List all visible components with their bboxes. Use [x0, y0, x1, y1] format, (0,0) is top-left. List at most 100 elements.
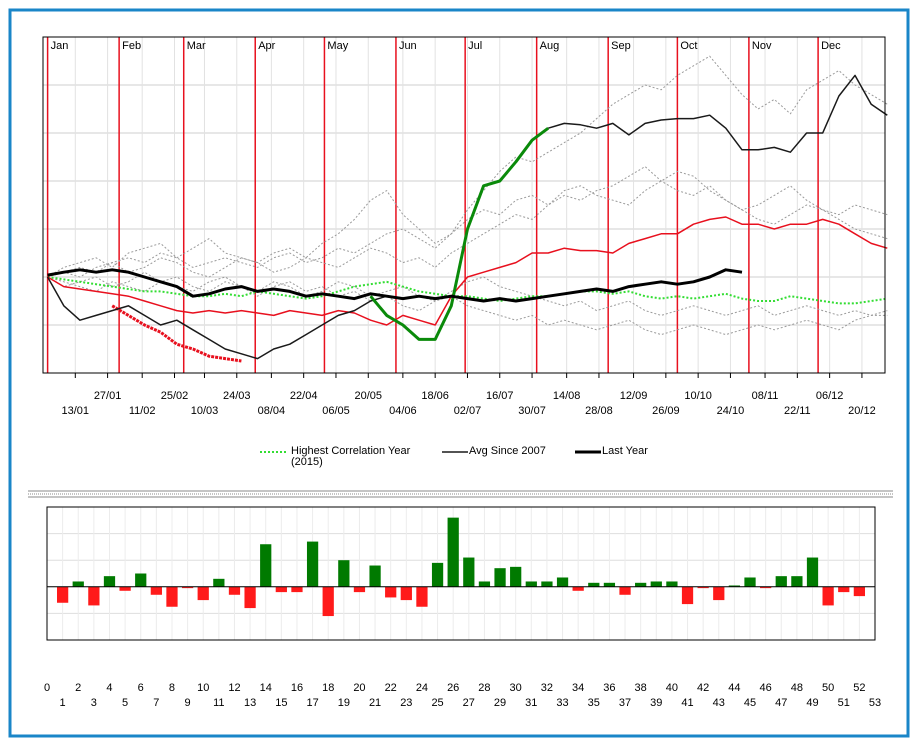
x-tick-label: 38 [635, 682, 647, 694]
x-tick-label: 47 [775, 697, 787, 709]
bar [72, 581, 84, 587]
bar [822, 586, 834, 606]
x-tick-label: 11 [213, 697, 224, 709]
bar [213, 578, 225, 587]
bar [681, 586, 694, 605]
bar [588, 582, 600, 587]
x-tick-label: 9 [185, 697, 191, 709]
x-tick-label: 29 [494, 697, 506, 709]
bar [728, 585, 741, 587]
bar [697, 586, 709, 589]
x-tick-label: 26/09 [652, 405, 680, 417]
x-tick-label: 37 [619, 697, 631, 709]
bar [744, 577, 756, 587]
x-tick-label: 24/03 [223, 390, 251, 402]
month-label: May [327, 40, 348, 52]
x-tick-label: 28/08 [585, 405, 613, 417]
series-line [47, 276, 888, 336]
x-tick-label: 13/01 [62, 405, 90, 417]
bar [135, 573, 147, 587]
x-tick-label: 53 [869, 697, 881, 709]
legend-label: Avg Since 2007 [469, 445, 546, 457]
x-tick-label: 25 [431, 697, 443, 709]
x-tick-label: 36 [603, 682, 615, 694]
x-tick-label: 18 [322, 682, 334, 694]
x-tick-label: 08/11 [752, 390, 779, 402]
bar [166, 586, 178, 607]
x-tick-label: 10 [197, 682, 209, 694]
series-line [47, 271, 888, 316]
x-tick-label: 46 [760, 682, 772, 694]
month-label: Sep [611, 40, 631, 52]
x-tick-label: 22/11 [784, 405, 811, 417]
bar [541, 581, 553, 587]
x-tick-label: 6 [138, 682, 144, 694]
bar [603, 582, 616, 587]
x-tick-label: 39 [650, 697, 662, 709]
x-tick-label: 2 [75, 682, 81, 694]
bar [556, 577, 569, 587]
x-tick-label: 20 [353, 682, 365, 694]
bar [400, 586, 412, 601]
bar [635, 582, 647, 587]
series-line [47, 55, 888, 278]
x-tick-label: 16/07 [486, 390, 514, 402]
x-tick-label: 3 [91, 697, 97, 709]
x-tick-label: 13 [244, 697, 256, 709]
month-label: Aug [540, 40, 560, 52]
x-tick-label: 14 [260, 682, 272, 694]
x-tick-label: 33 [556, 697, 568, 709]
series-line [46, 74, 888, 360]
bar [713, 586, 725, 601]
series-line [47, 170, 888, 278]
x-tick-label: 25/02 [161, 390, 189, 402]
x-tick-label: 43 [713, 697, 725, 709]
bar [791, 576, 803, 587]
bar [572, 586, 584, 591]
x-tick-label: 4 [106, 682, 112, 694]
bar [275, 586, 287, 593]
bar [369, 565, 381, 587]
bar [494, 568, 506, 587]
x-tick-label: 20/12 [848, 405, 876, 417]
bar [760, 586, 772, 589]
month-label: Feb [122, 40, 141, 52]
month-label: Jun [399, 40, 417, 52]
x-tick-label: 22/04 [290, 390, 318, 402]
legend-label: Last Year [602, 445, 648, 457]
bar [181, 586, 194, 589]
bar [385, 586, 397, 598]
x-tick-label: 15 [275, 697, 287, 709]
x-tick-label: 22 [385, 682, 397, 694]
bar [260, 544, 272, 587]
x-tick-label: 48 [791, 682, 803, 694]
month-label: Nov [752, 40, 772, 52]
bar [666, 581, 678, 587]
x-tick-label: 28 [478, 682, 490, 694]
x-tick-label: 14/08 [553, 390, 581, 402]
bar [88, 586, 100, 606]
bar [463, 557, 475, 587]
x-tick-label: 32 [541, 682, 553, 694]
bar [525, 581, 537, 587]
x-tick-label: 08/04 [258, 405, 286, 417]
x-tick-label: 27 [463, 697, 475, 709]
bar [806, 557, 819, 587]
x-tick-label: 12 [228, 682, 240, 694]
x-tick-label: 24/10 [717, 405, 745, 417]
x-tick-label: 44 [728, 682, 740, 694]
bar [775, 576, 787, 587]
x-tick-label: 1 [60, 697, 66, 709]
bar [853, 586, 866, 597]
x-tick-label: 23 [400, 697, 412, 709]
x-tick-label: 40 [666, 682, 678, 694]
x-tick-label: 11/02 [129, 405, 156, 417]
x-tick-label: 21 [369, 697, 381, 709]
series-line [47, 276, 888, 305]
x-tick-label: 12/09 [620, 390, 648, 402]
x-tick-label: 04/06 [389, 405, 417, 417]
x-tick-label: 18/06 [421, 390, 449, 402]
